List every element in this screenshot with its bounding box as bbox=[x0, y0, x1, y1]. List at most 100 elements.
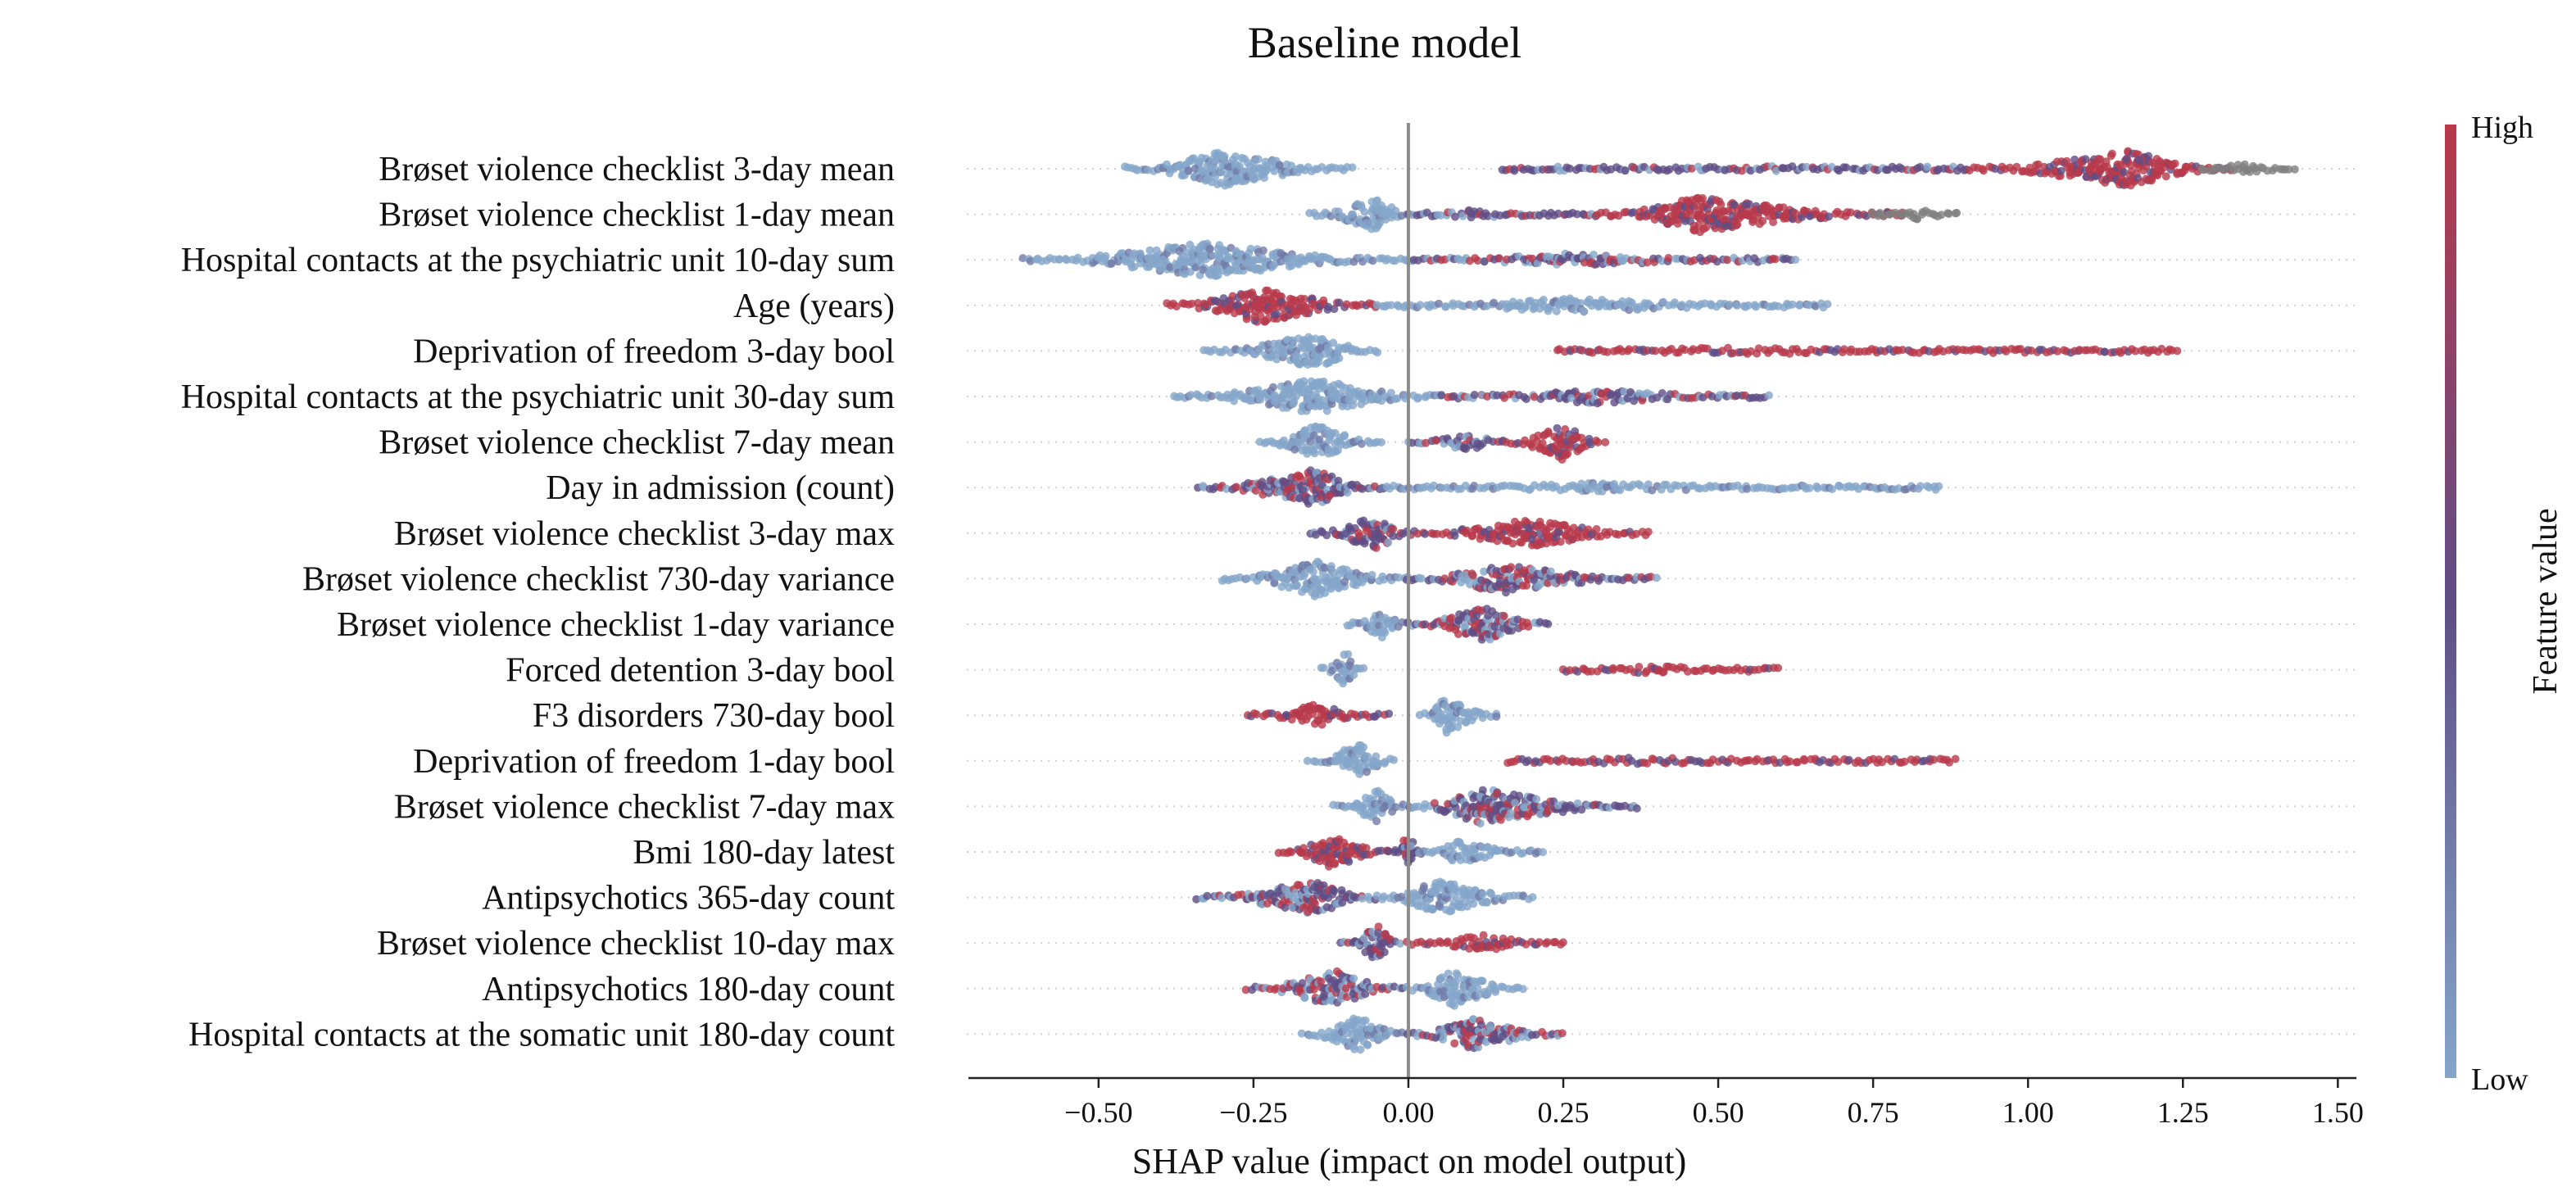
shap-point bbox=[1444, 937, 1452, 946]
shap-point bbox=[2012, 162, 2021, 171]
shap-point bbox=[1515, 791, 1524, 800]
shap-point bbox=[1771, 166, 1780, 175]
shap-point bbox=[1455, 433, 1464, 441]
shap-point bbox=[1823, 300, 1832, 309]
shap-point bbox=[1317, 977, 1326, 986]
shap-point bbox=[1620, 387, 1629, 396]
shap-point bbox=[1444, 719, 1454, 728]
shap-point bbox=[1806, 211, 1815, 220]
shap-point bbox=[1590, 251, 1598, 259]
shap-point bbox=[1478, 890, 1487, 899]
shap-point bbox=[1319, 377, 1328, 386]
shap-point bbox=[1528, 442, 1537, 451]
shap-point bbox=[1443, 894, 1452, 903]
shap-point bbox=[1333, 446, 1342, 455]
shap-point bbox=[1357, 439, 1366, 448]
shap-point bbox=[1372, 752, 1381, 761]
shap-point bbox=[1306, 437, 1315, 446]
shap-point bbox=[1231, 152, 1240, 161]
shap-point bbox=[1754, 344, 1763, 353]
shap-point bbox=[2284, 165, 2293, 174]
shap-point bbox=[1251, 487, 1260, 495]
shap-point bbox=[1779, 203, 1788, 212]
shap-point bbox=[1556, 537, 1565, 546]
shap-point bbox=[1510, 166, 1519, 175]
shap-point bbox=[1308, 567, 1317, 576]
shap-point bbox=[1900, 757, 1909, 766]
shap-point bbox=[1290, 445, 1299, 454]
shap-point bbox=[1651, 347, 1660, 356]
shap-point bbox=[1522, 581, 1531, 590]
shap-point bbox=[1263, 315, 1272, 324]
feature-row bbox=[1317, 650, 1783, 688]
shap-point bbox=[1518, 985, 1527, 994]
shap-point bbox=[1329, 886, 1338, 895]
shap-point bbox=[1391, 803, 1400, 812]
shap-point bbox=[1327, 400, 1336, 409]
shap-point bbox=[1715, 197, 1724, 206]
shap-point bbox=[1546, 567, 1555, 576]
shap-point bbox=[1358, 484, 1367, 493]
shap-point bbox=[1576, 299, 1585, 307]
shap-point bbox=[1508, 539, 1517, 548]
shap-point bbox=[1450, 1001, 1458, 1010]
shap-point bbox=[1482, 897, 1491, 906]
shap-point bbox=[1242, 574, 1251, 583]
shap-point bbox=[1519, 849, 1527, 858]
shap-point bbox=[1373, 348, 1382, 357]
shap-point bbox=[1811, 206, 1820, 215]
shap-point bbox=[2102, 157, 2111, 166]
shap-point bbox=[2173, 347, 2182, 356]
shap-point bbox=[1587, 667, 1596, 676]
shap-point bbox=[2161, 172, 2170, 181]
feature-row bbox=[1305, 193, 1961, 237]
shap-point bbox=[1937, 211, 1946, 220]
feature-row bbox=[1306, 516, 1653, 552]
shap-point bbox=[1577, 479, 1586, 488]
shap-point bbox=[1491, 611, 1500, 620]
shap-point bbox=[1377, 438, 1386, 446]
shap-point bbox=[1625, 306, 1634, 315]
shap-point bbox=[1319, 296, 1328, 305]
shap-point bbox=[1609, 665, 1617, 674]
shap-point bbox=[1635, 663, 1644, 671]
shap-point bbox=[1462, 814, 1471, 823]
shap-point bbox=[2181, 162, 2190, 171]
shap-point bbox=[1951, 754, 1960, 763]
shap-point bbox=[1384, 847, 1393, 856]
shap-point bbox=[1553, 424, 1562, 433]
shap-point bbox=[1952, 208, 1961, 217]
feature-row bbox=[1274, 835, 1548, 871]
shap-point bbox=[1055, 255, 1064, 264]
shap-point bbox=[1172, 302, 1181, 310]
shap-point bbox=[1385, 709, 1394, 718]
shap-point bbox=[1390, 755, 1399, 764]
shap-point bbox=[1469, 899, 1478, 908]
shap-point bbox=[1507, 563, 1516, 572]
shap-point bbox=[1344, 759, 1353, 768]
shap-point bbox=[1321, 588, 1330, 597]
shap-point bbox=[1538, 439, 1547, 448]
shap-point bbox=[1287, 483, 1296, 492]
shap-point bbox=[1592, 525, 1601, 533]
shap-point bbox=[1436, 211, 1445, 220]
feature-row bbox=[1163, 286, 1832, 326]
feature-row bbox=[1192, 877, 1537, 917]
shap-point bbox=[1451, 804, 1460, 812]
shap-point bbox=[1625, 345, 1634, 354]
shap-point bbox=[1416, 301, 1425, 310]
feature-row bbox=[1297, 1014, 1567, 1054]
shap-point bbox=[1580, 307, 1589, 316]
shap-point bbox=[1298, 979, 1307, 988]
shap-point bbox=[1360, 207, 1369, 216]
shap-point bbox=[1525, 523, 1533, 532]
shap-point bbox=[1337, 886, 1346, 895]
shap-point bbox=[1502, 588, 1510, 597]
shap-point bbox=[1730, 200, 1739, 209]
shap-point bbox=[1492, 712, 1501, 721]
shap-point bbox=[1898, 346, 1907, 355]
shap-point bbox=[1643, 759, 1652, 768]
shap-point bbox=[1272, 310, 1281, 319]
shap-point bbox=[1393, 394, 1402, 403]
feature-row bbox=[1121, 147, 2299, 190]
